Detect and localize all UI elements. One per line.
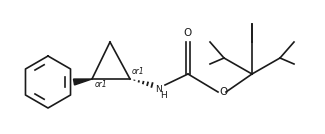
Polygon shape	[73, 79, 92, 85]
Text: H: H	[160, 92, 167, 100]
Text: N: N	[155, 85, 162, 94]
Text: or1: or1	[95, 80, 108, 89]
Text: or1: or1	[132, 67, 145, 76]
Text: O: O	[219, 87, 227, 97]
Text: O: O	[184, 28, 192, 38]
